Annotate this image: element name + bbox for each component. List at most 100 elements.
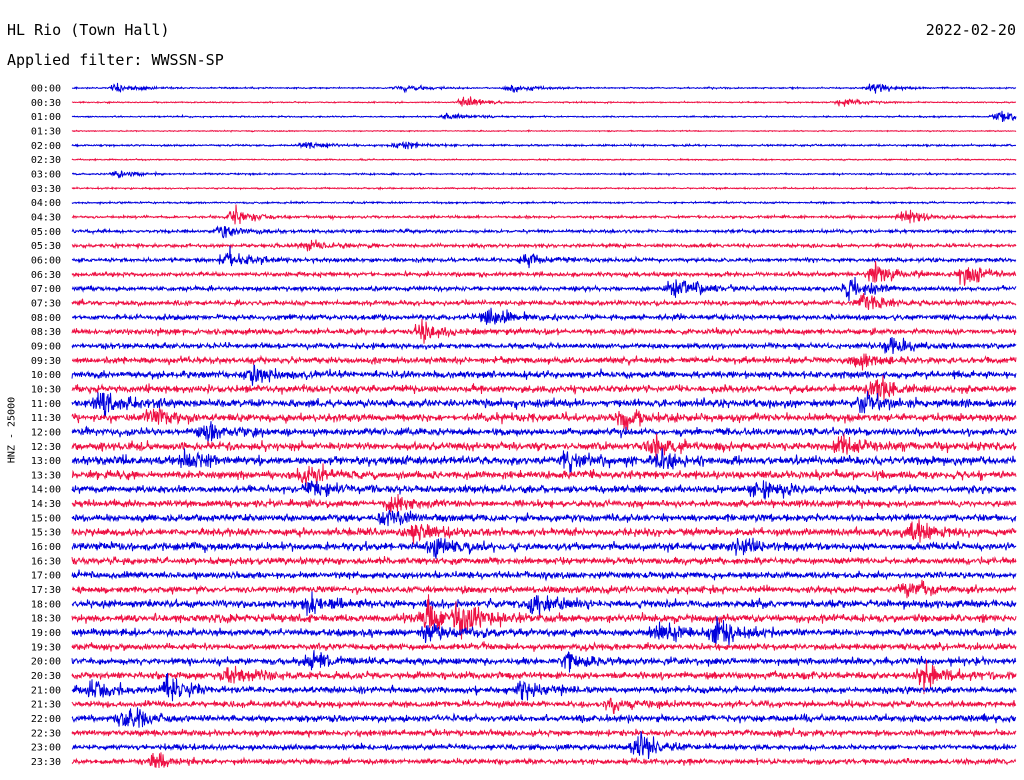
trace-row-0530 bbox=[71, 239, 1017, 252]
row-label-2000: 20:00 bbox=[31, 657, 61, 668]
row-label-1300: 13:00 bbox=[31, 456, 61, 467]
row-label-1600: 16:00 bbox=[31, 542, 61, 553]
row-label-1630: 16:30 bbox=[31, 556, 61, 567]
trace-row-0700 bbox=[71, 276, 1017, 302]
trace-row-1630 bbox=[71, 555, 1017, 566]
trace-row-1100 bbox=[71, 391, 1017, 417]
trace-row-0830 bbox=[71, 318, 1017, 344]
row-label-0500: 05:00 bbox=[31, 227, 61, 238]
row-label-0230: 02:30 bbox=[31, 155, 61, 166]
row-label-0600: 06:00 bbox=[31, 255, 61, 266]
trace-row-1030 bbox=[71, 374, 1017, 402]
trace-row-1830 bbox=[71, 594, 1017, 640]
row-label-1000: 10:00 bbox=[31, 370, 61, 381]
row-label-1800: 18:00 bbox=[31, 599, 61, 610]
trace-row-0730 bbox=[71, 293, 1017, 310]
row-label-1930: 19:30 bbox=[31, 642, 61, 653]
row-label-0830: 08:30 bbox=[31, 327, 61, 338]
row-label-2030: 20:30 bbox=[31, 671, 61, 682]
trace-row-1800 bbox=[71, 591, 1017, 618]
row-label-0330: 03:30 bbox=[31, 184, 61, 195]
trace-row-0500 bbox=[71, 225, 1017, 239]
row-label-1900: 19:00 bbox=[31, 628, 61, 639]
row-label-1130: 11:30 bbox=[31, 413, 61, 424]
trace-row-0800 bbox=[71, 307, 1017, 325]
trace-row-0200 bbox=[71, 141, 1017, 150]
trace-row-2230 bbox=[71, 727, 1017, 739]
trace-row-0930 bbox=[71, 353, 1017, 371]
trace-row-2200 bbox=[71, 707, 1017, 728]
row-label-0730: 07:30 bbox=[31, 298, 61, 309]
row-label-0100: 01:00 bbox=[31, 112, 61, 123]
row-label-1700: 17:00 bbox=[31, 571, 61, 582]
trace-row-0030 bbox=[71, 96, 1017, 107]
row-label-0300: 03:00 bbox=[31, 169, 61, 180]
row-label-1500: 15:00 bbox=[31, 513, 61, 524]
row-label-1730: 17:30 bbox=[31, 585, 61, 596]
row-label-0630: 06:30 bbox=[31, 270, 61, 281]
row-label-1430: 14:30 bbox=[31, 499, 61, 510]
row-label-0130: 01:30 bbox=[31, 126, 61, 137]
trace-row-1430 bbox=[71, 494, 1017, 513]
trace-row-1400 bbox=[71, 480, 1017, 500]
trace-row-0430 bbox=[71, 204, 1016, 225]
trace-row-1600 bbox=[71, 537, 1017, 559]
station-title: HL Rio (Town Hall) bbox=[7, 21, 170, 39]
trace-row-0400 bbox=[71, 199, 1017, 206]
trace-row-2030 bbox=[71, 659, 1017, 695]
row-label-2200: 22:00 bbox=[31, 714, 61, 725]
row-label-1530: 15:30 bbox=[31, 528, 61, 539]
trace-row-0630 bbox=[71, 260, 1017, 286]
row-label-0900: 09:00 bbox=[31, 341, 61, 352]
row-label-2130: 21:30 bbox=[31, 700, 61, 711]
row-label-0000: 00:00 bbox=[31, 84, 61, 95]
trace-row-1230 bbox=[71, 433, 1017, 462]
trace-row-1730 bbox=[71, 579, 1017, 599]
trace-row-0300 bbox=[71, 170, 1017, 179]
trace-row-2130 bbox=[71, 697, 1017, 714]
trace-row-1900 bbox=[71, 616, 1017, 646]
row-label-0700: 07:00 bbox=[31, 284, 61, 295]
date-label: 2022-02-20 bbox=[925, 21, 1016, 39]
row-label-1400: 14:00 bbox=[31, 485, 61, 496]
trace-row-0100 bbox=[71, 110, 1017, 123]
trace-lines bbox=[71, 82, 1017, 769]
trace-row-0900 bbox=[71, 337, 1017, 354]
row-label-0530: 05:30 bbox=[31, 241, 61, 252]
trace-row-0330 bbox=[71, 185, 1017, 191]
row-label-1200: 12:00 bbox=[31, 427, 61, 438]
trace-row-2000 bbox=[71, 650, 1017, 673]
filter-label: Applied filter: WWSSN-SP bbox=[7, 51, 224, 69]
row-label-0430: 04:30 bbox=[31, 212, 61, 223]
row-label-1830: 18:30 bbox=[31, 614, 61, 625]
trace-row-1930 bbox=[71, 641, 1017, 652]
row-label-1230: 12:30 bbox=[31, 442, 61, 453]
trace-row-1500 bbox=[71, 509, 1017, 527]
row-label-2100: 21:00 bbox=[31, 685, 61, 696]
row-label-0200: 02:00 bbox=[31, 141, 61, 152]
row-label-1100: 11:00 bbox=[31, 399, 61, 410]
trace-row-0130 bbox=[71, 128, 1017, 133]
trace-row-1530 bbox=[71, 518, 1017, 545]
row-label-2330: 23:30 bbox=[31, 757, 61, 768]
row-label-1330: 13:30 bbox=[31, 470, 61, 481]
trace-row-1000 bbox=[71, 364, 1017, 386]
trace-row-1200 bbox=[71, 421, 1017, 447]
trace-row-1700 bbox=[71, 569, 1017, 582]
row-label-1030: 10:30 bbox=[31, 384, 61, 395]
row-label-2230: 22:30 bbox=[31, 728, 61, 739]
row-label-0930: 09:30 bbox=[31, 356, 61, 367]
trace-row-1300 bbox=[71, 448, 1017, 474]
row-label-0030: 00:30 bbox=[31, 98, 61, 109]
trace-row-1330 bbox=[71, 463, 1017, 487]
trace-row-2100 bbox=[71, 672, 1017, 702]
trace-row-2330 bbox=[71, 752, 1017, 769]
row-label-0400: 04:00 bbox=[31, 198, 61, 209]
row-label-0800: 08:00 bbox=[31, 313, 61, 324]
row-time-labels: 00:00 00:30 01:00 01:30 02:00 02:30 03:00 03:30… bbox=[31, 84, 61, 769]
trace-row-0230 bbox=[71, 157, 1017, 162]
trace-row-0000 bbox=[71, 82, 1017, 94]
trace-row-1130 bbox=[71, 407, 1017, 431]
trace-row-2300 bbox=[71, 731, 1017, 760]
